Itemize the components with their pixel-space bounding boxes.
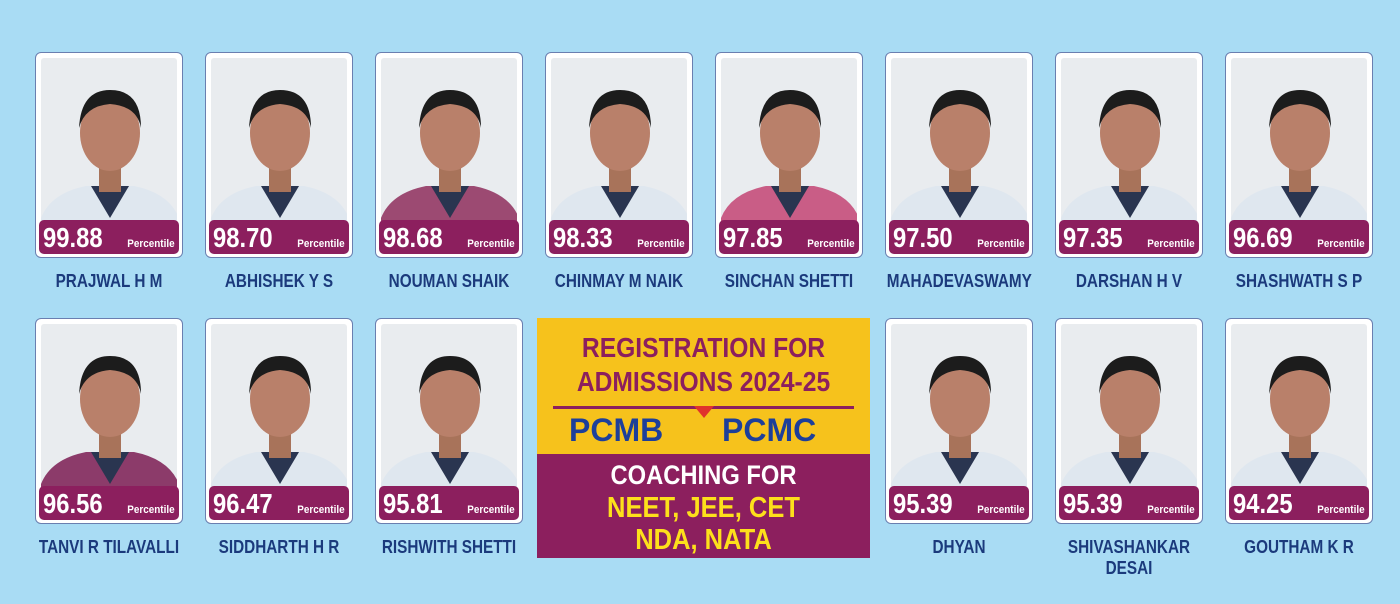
student-card: 98.70 Percentile [205,52,353,258]
student-card: 95.39 Percentile [885,318,1033,524]
score: 95.39 [1063,488,1123,519]
score-badge: 96.47 Percentile [209,486,349,520]
student-card: 97.50 Percentile [885,52,1033,258]
promo-line: ADMISSIONS 2024-25 [576,366,831,397]
student-name: SIDDHARTH H R [218,537,340,557]
student-card: 95.39 Percentile [1055,318,1203,524]
score-badge: 96.69 Percentile [1229,220,1369,254]
percentile-label: Percentile [1317,504,1365,516]
promo-box: REGISTRATION FOR ADMISSIONS 2024-25 PCMB… [537,318,870,558]
student-card: 94.25 Percentile [1225,318,1373,524]
score-badge: 98.68 Percentile [379,220,519,254]
student-card: 96.69 Percentile [1225,52,1373,258]
percentile-label: Percentile [467,504,515,516]
photo [381,324,517,518]
student-name: SHIVASHANKAR DESAI [1067,537,1191,578]
percentile-label: Percentile [637,238,685,250]
score-badge: 95.39 Percentile [1059,486,1199,520]
score-badge: 95.81 Percentile [379,486,519,520]
course: PCMC [722,412,817,448]
student-name: ABHISHEK Y S [224,271,334,291]
promo-line: NDA, NATA [635,524,772,556]
promo-line: NEET, JEE, CET [607,492,800,524]
score: 96.69 [1233,222,1293,253]
student-card: 99.88 Percentile [35,52,183,258]
percentile-label: Percentile [1317,238,1365,250]
student-name: SINCHAN SHETTI [724,271,854,291]
percentile-label: Percentile [1147,238,1195,250]
student-name: TANVI R TILAVALLI [38,537,180,557]
score-badge: 97.35 Percentile [1059,220,1199,254]
promo-line: COACHING FOR [610,460,797,490]
score-badge: 95.39 Percentile [889,486,1029,520]
percentile-label: Percentile [127,238,175,250]
score: 98.68 [383,222,443,253]
student-card: 96.56 Percentile [35,318,183,524]
score-badge: 98.33 Percentile [549,220,689,254]
student-card: 98.33 Percentile [545,52,693,258]
photo [41,58,177,252]
student-card: 95.81 Percentile [375,318,523,524]
promo-bottom [537,454,870,558]
photo [551,58,687,252]
score: 98.70 [213,222,273,253]
score-badge: 98.70 Percentile [209,220,349,254]
score: 96.56 [43,488,103,519]
student-name: MAHADEVASWAMY [886,271,1032,291]
score: 94.25 [1233,488,1293,519]
score: 95.81 [383,488,443,519]
student-card: 98.68 Percentile [375,52,523,258]
percentile-label: Percentile [297,238,345,250]
score-badge: 94.25 Percentile [1229,486,1369,520]
percentile-label: Percentile [977,504,1025,516]
percentile-label: Percentile [977,238,1025,250]
score-badge: 97.50 Percentile [889,220,1029,254]
student-card: 96.47 Percentile [205,318,353,524]
score-badge: 99.88 Percentile [39,220,179,254]
score: 97.50 [893,222,953,253]
score-badge: 97.85 Percentile [719,220,859,254]
percentile-label: Percentile [1147,504,1195,516]
score-badge: 96.56 Percentile [39,486,179,520]
student-name: GOUTHAM K R [1244,537,1354,557]
student-name: RISHWITH SHETTI [381,537,517,557]
score: 96.47 [213,488,273,519]
student-name: NOUMAN SHAIK [388,271,510,291]
course: PCMB [569,412,664,448]
promo-top [537,318,870,454]
score: 98.33 [553,222,613,253]
student-card: 97.85 Percentile [715,52,863,258]
student-name: PRAJWAL H M [55,271,163,291]
score: 95.39 [893,488,953,519]
student-name: CHINMAY M NAIK [554,271,684,291]
photo [1231,324,1367,518]
student-name: SHASHWATH S P [1235,271,1363,291]
student-name: DHYAN [932,537,986,557]
score: 97.85 [723,222,783,253]
student-name: DARSHAN H V [1075,271,1183,291]
arrow [694,406,714,418]
percentile-label: Percentile [127,504,175,516]
percentile-label: Percentile [297,504,345,516]
promo-line: REGISTRATION FOR [581,332,826,363]
student-card: 97.35 Percentile [1055,52,1203,258]
score: 97.35 [1063,222,1123,253]
percentile-label: Percentile [807,238,855,250]
percentile-label: Percentile [467,238,515,250]
score: 99.88 [43,222,103,253]
